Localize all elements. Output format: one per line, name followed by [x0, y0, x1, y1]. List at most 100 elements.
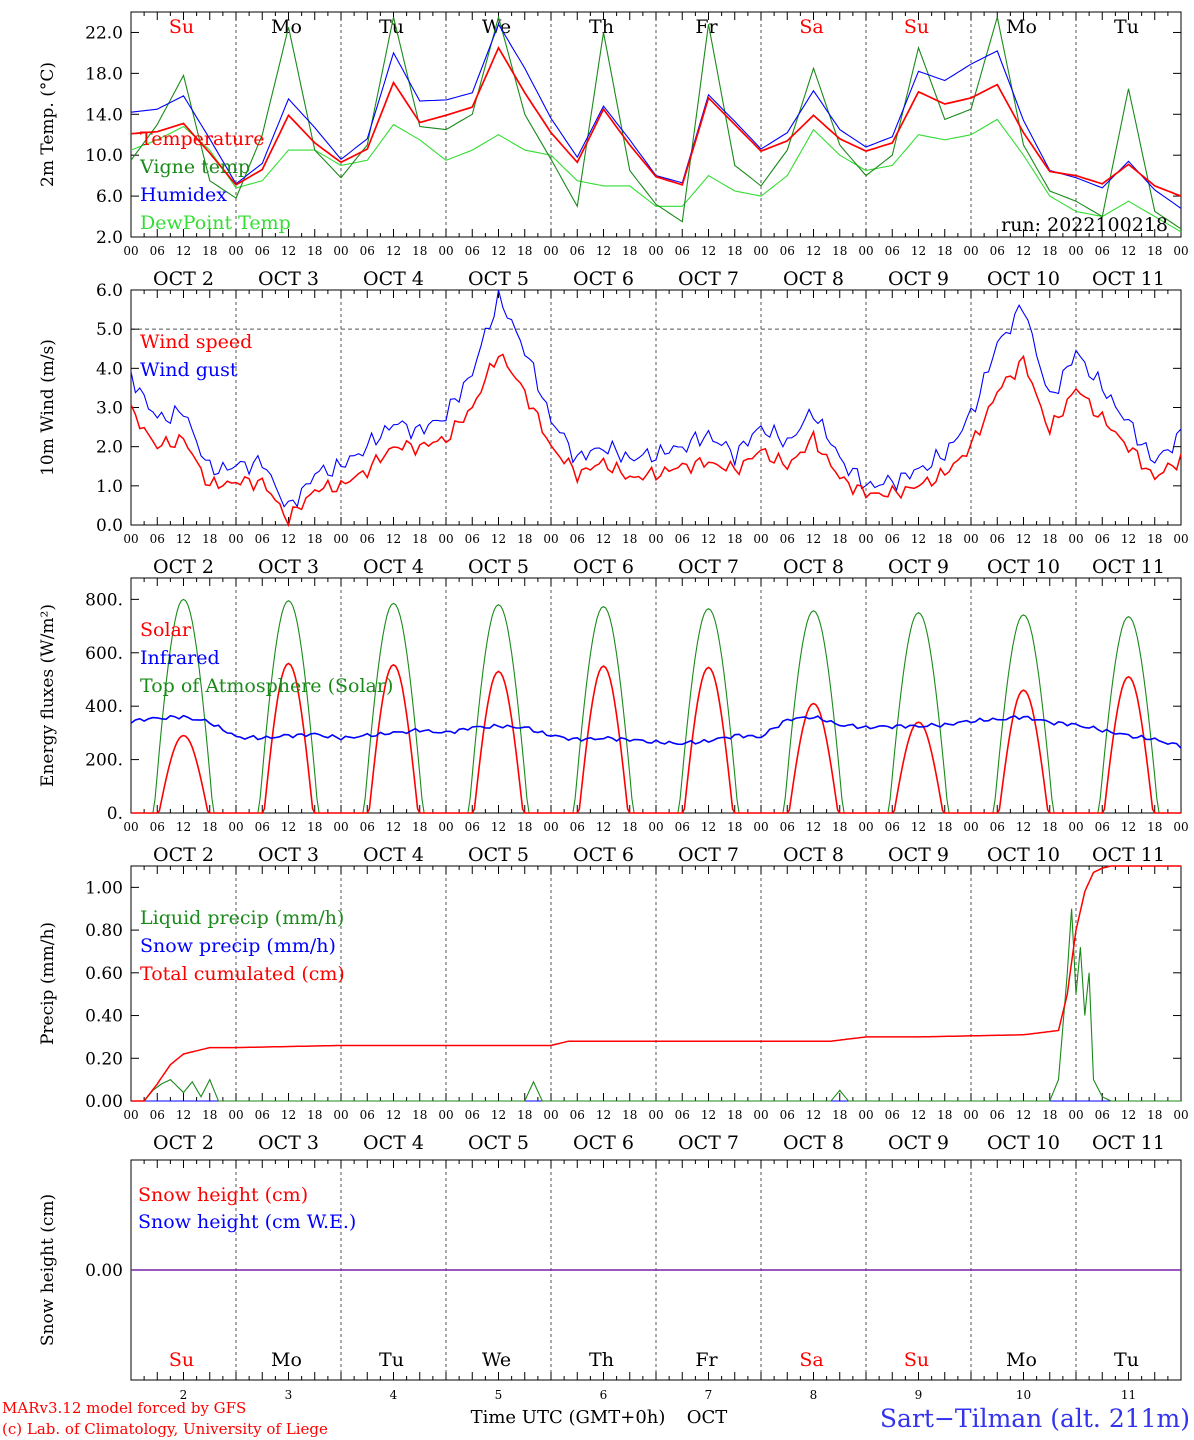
- y-tick-label: 0.: [107, 804, 123, 824]
- hour-tick-label: 00: [963, 1108, 978, 1122]
- hour-tick-label: 06: [990, 820, 1005, 834]
- hour-tick-label: 06: [990, 1108, 1005, 1122]
- weekday-label: Th: [589, 16, 614, 38]
- hour-tick-label: 06: [885, 1108, 900, 1122]
- hour-tick-label: 12: [386, 532, 401, 546]
- hour-tick-label: 18: [517, 244, 532, 258]
- hour-tick-label: 12: [806, 244, 821, 258]
- legend-entry: Humidex: [140, 184, 227, 206]
- hour-tick-label: 00: [228, 820, 243, 834]
- date-label: OCT 5: [468, 844, 529, 866]
- y-tick-label: 1.0: [96, 477, 123, 497]
- day-number-label: 9: [915, 1388, 923, 1402]
- hour-tick-label: 06: [465, 532, 480, 546]
- y-tick-label: 0.80: [85, 921, 123, 941]
- hour-tick-label: 00: [1173, 532, 1188, 546]
- hour-tick-label: 00: [753, 244, 768, 258]
- hour-tick-label: 12: [281, 532, 296, 546]
- hour-tick-label: 06: [465, 1108, 480, 1122]
- date-label: OCT 9: [888, 844, 949, 866]
- legend-entry: Snow height (cm W.E.): [138, 1211, 356, 1233]
- hour-tick-label: 12: [911, 820, 926, 834]
- y-tick-label: 4.0: [96, 359, 123, 379]
- hour-tick-label: 06: [885, 820, 900, 834]
- hour-tick-label: 18: [937, 532, 952, 546]
- hour-tick-label: 06: [990, 244, 1005, 258]
- day-number-label: 8: [810, 1388, 818, 1402]
- date-label: OCT 10: [987, 268, 1060, 290]
- y-tick-label: 18.0: [85, 64, 123, 84]
- date-label: OCT 7: [678, 556, 739, 578]
- date-label: OCT 11: [1092, 844, 1165, 866]
- day-number-label: 4: [390, 1388, 398, 1402]
- hour-tick-label: 12: [596, 820, 611, 834]
- series-line-wind-gust: [130, 289, 1182, 508]
- y-tick-label: 2.0: [96, 438, 123, 458]
- series-line-solar: [131, 662, 1181, 814]
- date-label: OCT 6: [573, 556, 634, 578]
- hour-tick-label: 12: [1016, 820, 1031, 834]
- hour-tick-label: 12: [911, 244, 926, 258]
- hour-tick-label: 12: [1016, 1108, 1031, 1122]
- y-tick-label: 1.00: [85, 878, 123, 898]
- weekday-label: Mo: [271, 1349, 302, 1371]
- hour-tick-label: 00: [753, 1108, 768, 1122]
- hour-tick-label: 12: [281, 244, 296, 258]
- date-label: OCT 9: [888, 1132, 949, 1154]
- date-label: OCT 4: [363, 844, 424, 866]
- hour-tick-label: 12: [806, 1108, 821, 1122]
- hour-tick-label: 18: [1042, 1108, 1057, 1122]
- y-tick-label: 0.0: [96, 516, 123, 536]
- hour-tick-label: 18: [1147, 1108, 1162, 1122]
- hour-tick-label: 18: [622, 820, 637, 834]
- hour-tick-label: 12: [386, 1108, 401, 1122]
- hour-tick-label: 06: [780, 244, 795, 258]
- hour-tick-label: 18: [412, 1108, 427, 1122]
- hour-tick-label: 18: [517, 532, 532, 546]
- hour-tick-label: 06: [150, 244, 165, 258]
- month-label: OCT: [687, 1407, 728, 1428]
- hour-tick-label: 00: [228, 1108, 243, 1122]
- hour-tick-label: 06: [150, 532, 165, 546]
- day-number-label: 2: [180, 1388, 188, 1402]
- date-label: OCT 2: [153, 268, 214, 290]
- hour-tick-label: 00: [1173, 1108, 1188, 1122]
- hour-tick-label: 06: [675, 244, 690, 258]
- y-axis-label: 2m Temp. (°C): [38, 62, 58, 187]
- hour-tick-label: 06: [150, 1108, 165, 1122]
- hour-tick-label: 18: [832, 244, 847, 258]
- hour-tick-label: 06: [780, 532, 795, 546]
- y-axis-label: Precip (mm/h): [38, 922, 58, 1045]
- hour-tick-label: 06: [780, 1108, 795, 1122]
- weekday-label: Mo: [271, 16, 302, 38]
- weekday-label: Tu: [379, 1349, 404, 1371]
- y-axis-label: 10m Wind (m/s): [38, 339, 58, 476]
- hour-tick-label: 12: [281, 820, 296, 834]
- weekday-label: We: [482, 1349, 511, 1371]
- hour-tick-label: 18: [1042, 532, 1057, 546]
- hour-tick-label: 06: [780, 820, 795, 834]
- hour-tick-label: 18: [727, 244, 742, 258]
- hour-tick-label: 06: [675, 1108, 690, 1122]
- hour-tick-label: 12: [491, 244, 506, 258]
- y-tick-label: 2.0: [96, 228, 123, 248]
- hour-tick-label: 18: [937, 820, 952, 834]
- hour-tick-label: 06: [570, 820, 585, 834]
- hour-tick-label: 00: [648, 244, 663, 258]
- date-label: OCT 11: [1092, 556, 1165, 578]
- date-label: OCT 2: [153, 844, 214, 866]
- hour-tick-label: 18: [1147, 820, 1162, 834]
- hour-tick-label: 00: [858, 244, 873, 258]
- date-label: OCT 10: [987, 844, 1060, 866]
- day-number-label: 10: [1016, 1388, 1031, 1402]
- date-label: OCT 11: [1092, 1132, 1165, 1154]
- hour-tick-label: 18: [1042, 820, 1057, 834]
- hour-tick-label: 18: [412, 244, 427, 258]
- hour-tick-label: 00: [648, 532, 663, 546]
- hour-tick-label: 12: [176, 532, 191, 546]
- hour-tick-label: 06: [255, 244, 270, 258]
- hour-tick-label: 00: [858, 1108, 873, 1122]
- hour-tick-label: 12: [176, 820, 191, 834]
- hour-tick-label: 12: [491, 820, 506, 834]
- day-number-label: 5: [495, 1388, 503, 1402]
